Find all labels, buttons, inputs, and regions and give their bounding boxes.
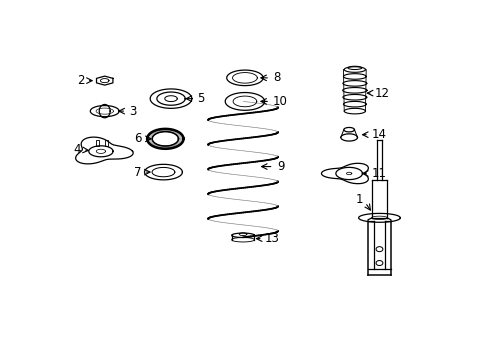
Text: 7: 7	[134, 166, 141, 179]
Text: 12: 12	[374, 87, 389, 100]
Text: 5: 5	[197, 92, 204, 105]
Text: 4: 4	[73, 143, 81, 156]
Text: 13: 13	[264, 232, 280, 245]
Text: 1: 1	[355, 193, 363, 206]
Text: 14: 14	[370, 128, 386, 141]
Text: 8: 8	[272, 71, 280, 84]
Text: 11: 11	[370, 167, 386, 180]
Bar	[96, 140, 99, 146]
Text: 2: 2	[77, 74, 84, 87]
Text: 3: 3	[128, 105, 136, 118]
Text: 6: 6	[133, 132, 141, 145]
Text: 9: 9	[277, 160, 284, 173]
Text: 10: 10	[272, 95, 287, 108]
Bar	[104, 140, 107, 146]
